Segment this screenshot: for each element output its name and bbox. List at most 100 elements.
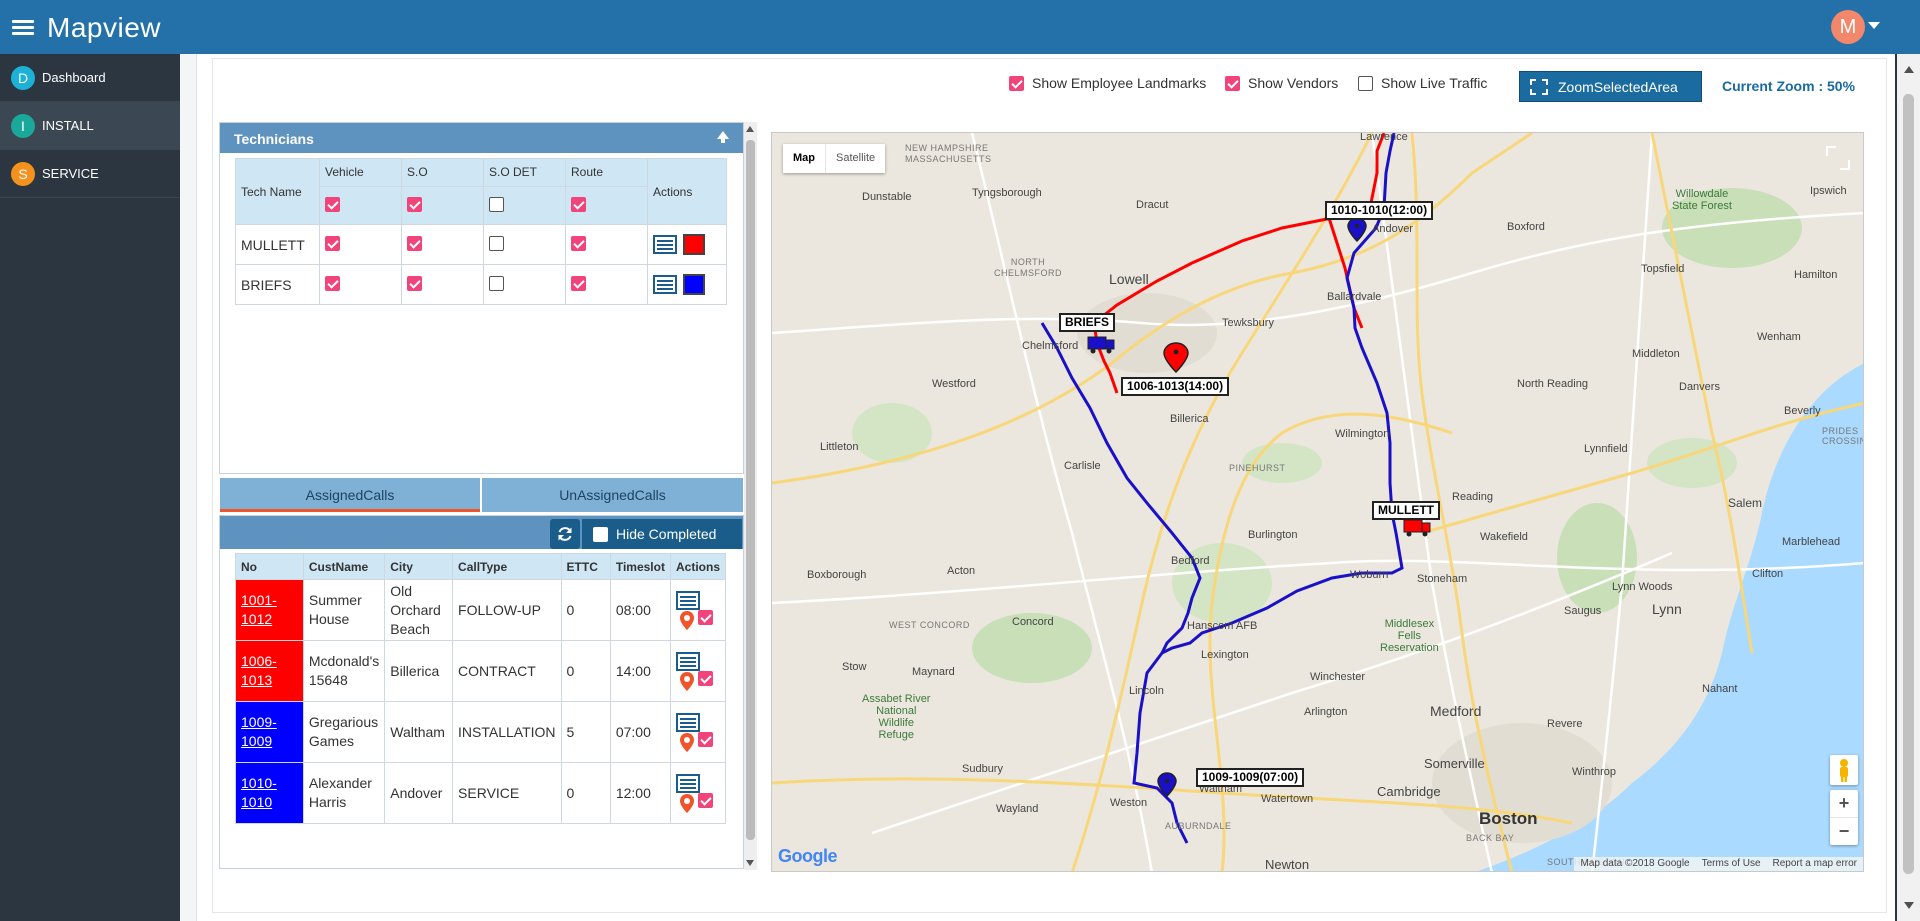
so-checkbox[interactable]	[407, 235, 422, 251]
route-color-swatch[interactable]	[683, 234, 705, 255]
town-saugus: Saugus	[1564, 605, 1602, 617]
vehicle-checkbox[interactable]	[325, 275, 340, 291]
table-row: 1009-1009 Gregarious Games Waltham INSTALLA…	[235, 701, 727, 763]
call-number-link[interactable]: 1010-1010	[235, 762, 304, 824]
collapse-up-icon[interactable]	[717, 131, 729, 143]
town-stow: Stow	[842, 661, 867, 673]
menu-icon[interactable]	[12, 20, 34, 36]
zoom-in-button[interactable]: +	[1838, 793, 1850, 813]
route-color-swatch[interactable]	[683, 274, 705, 295]
so-all-checkbox[interactable]	[407, 196, 422, 212]
map-canvas[interactable]	[772, 133, 1864, 872]
zoom-out-button[interactable]: −	[1830, 817, 1858, 844]
call-number-link[interactable]: 1009-1009	[235, 701, 304, 763]
scroll-down-icon[interactable]	[746, 860, 754, 866]
vehicle-cell	[319, 264, 402, 305]
map-pin-icon[interactable]	[679, 611, 694, 631]
tab-assigned-calls[interactable]: AssignedCalls	[220, 478, 480, 512]
vehicle-all-checkbox[interactable]	[325, 196, 340, 212]
scroll-thumb[interactable]	[1903, 94, 1914, 874]
call-select-checkbox[interactable]	[697, 609, 713, 625]
assabet-area	[972, 613, 1092, 683]
show-employee-landmarks-toggle[interactable]: Show Employee Landmarks	[1009, 74, 1206, 92]
marker-label-1009[interactable]: 1009-1009(07:00)	[1196, 768, 1305, 787]
panel-scrollbar[interactable]	[744, 122, 757, 870]
scroll-down-icon[interactable]	[1904, 902, 1914, 909]
map-pin-icon[interactable]	[679, 794, 694, 814]
marker-label-mullett[interactable]: MULLETT	[1372, 501, 1440, 520]
details-list-icon[interactable]	[675, 773, 700, 793]
map-view[interactable]: Lawrence NEW HAMPSHIRE MASSACHUSETTS Tyn…	[771, 132, 1864, 872]
page-scrollbar[interactable]	[1897, 54, 1920, 921]
details-list-icon[interactable]	[653, 235, 677, 254]
map-type-map-button[interactable]: Map	[793, 152, 815, 164]
map-pin-icon[interactable]	[679, 672, 694, 692]
details-list-icon[interactable]	[675, 712, 700, 732]
terms-of-use-link[interactable]: Terms of Use	[1701, 858, 1761, 869]
so-det-checkbox[interactable]	[489, 275, 504, 291]
zoom-selected-area-button[interactable]: ZoomSelectedArea	[1519, 71, 1702, 102]
street-view-pegman-icon[interactable]	[1830, 755, 1858, 785]
so-all-cell	[401, 186, 484, 225]
so-det-checkbox[interactable]	[489, 235, 504, 251]
show-live-traffic-checkbox[interactable]	[1358, 75, 1373, 91]
town-middleton: Middleton	[1632, 348, 1680, 360]
town-weston: Weston	[1110, 797, 1148, 809]
marker-label-1006[interactable]: 1006-1013(14:00)	[1121, 377, 1230, 396]
call-select-checkbox[interactable]	[697, 792, 713, 808]
vehicle-checkbox[interactable]	[325, 235, 340, 251]
fullscreen-icon[interactable]	[1823, 143, 1853, 173]
town-somerville: Somerville	[1424, 756, 1485, 771]
col-no: No	[235, 553, 304, 580]
route-cell	[565, 264, 648, 305]
hide-completed-toggle[interactable]: Hide Completed	[582, 519, 742, 549]
town-north-reading: North Reading	[1517, 378, 1588, 390]
chevron-down-icon[interactable]	[1868, 22, 1880, 29]
actions-cell	[669, 640, 727, 702]
marker-label-1010[interactable]: 1010-1010(12:00)	[1325, 201, 1434, 220]
report-map-error-link[interactable]: Report a map error	[1772, 858, 1857, 869]
so-det-all-checkbox[interactable]	[489, 196, 504, 212]
map-type-satellite-button[interactable]: Satellite	[825, 144, 885, 173]
call-number-link[interactable]: 1001-1012	[235, 579, 304, 641]
sidebar-item-dashboard[interactable]: D Dashboard	[0, 54, 180, 102]
map-pin-icon[interactable]	[679, 733, 694, 753]
sidebar-item-install[interactable]: I INSTALL	[0, 102, 180, 150]
vehicle-all-cell	[319, 186, 402, 225]
scroll-up-icon[interactable]	[746, 126, 754, 132]
so-checkbox[interactable]	[407, 275, 422, 291]
show-vendors-checkbox[interactable]	[1225, 75, 1240, 91]
table-row: MULLETT	[235, 224, 727, 265]
call-select-checkbox[interactable]	[697, 670, 713, 686]
so-det-cell	[483, 264, 566, 305]
hide-completed-checkbox[interactable]	[593, 526, 608, 542]
route-checkbox[interactable]	[571, 275, 586, 291]
scroll-up-icon[interactable]	[1904, 66, 1914, 73]
highway-90	[772, 777, 1573, 825]
sidebar-item-label: Dashboard	[42, 70, 106, 85]
tab-unassigned-calls[interactable]: UnAssignedCalls	[482, 478, 743, 512]
highway-1	[1650, 133, 1754, 654]
technicians-table: Tech Name Vehicle S.O S.O DET Route Acti…	[235, 158, 727, 305]
park-middlesex-fells: Middlesex Fells Reservation	[1380, 618, 1439, 654]
route-checkbox[interactable]	[571, 235, 586, 251]
sidebar-item-service[interactable]: S SERVICE	[0, 150, 180, 198]
call-select-checkbox[interactable]	[697, 731, 713, 747]
details-list-icon[interactable]	[675, 590, 700, 610]
town-stoneham: Stoneham	[1417, 573, 1468, 585]
town-sudbury: Sudbury	[962, 763, 1003, 775]
show-live-traffic-toggle[interactable]: Show Live Traffic	[1358, 74, 1487, 92]
refresh-button[interactable]	[550, 519, 580, 549]
highway-93	[1410, 133, 1514, 871]
details-list-icon[interactable]	[675, 651, 700, 671]
town-lexington: Lexington	[1201, 649, 1249, 661]
show-vendors-toggle[interactable]: Show Vendors	[1225, 74, 1338, 92]
show-employee-landmarks-checkbox[interactable]	[1009, 75, 1024, 91]
marker-label-briefs[interactable]: BRIEFS	[1059, 313, 1116, 332]
scroll-thumb[interactable]	[746, 140, 755, 840]
briefs-route-line	[1132, 133, 1404, 844]
user-avatar[interactable]: M	[1831, 10, 1865, 44]
call-number-link[interactable]: 1006-1013	[235, 640, 304, 702]
route-all-checkbox[interactable]	[571, 196, 586, 212]
details-list-icon[interactable]	[653, 275, 677, 294]
